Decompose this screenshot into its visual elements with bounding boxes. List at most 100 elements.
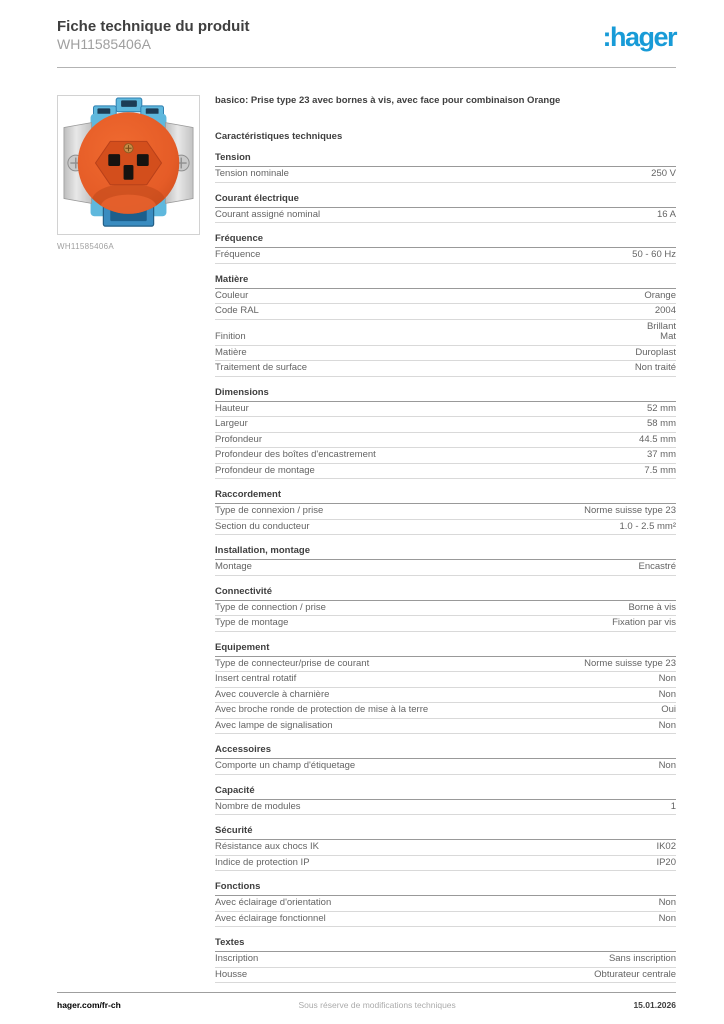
product-code: WH11585406A — [57, 36, 151, 52]
spec-row: Code RAL 2004 — [215, 304, 676, 320]
spec-value: Borne à vis — [628, 601, 676, 613]
footer-disclaimer: Sous réserve de modifications techniques — [298, 1000, 456, 1010]
spec-label: Largeur — [215, 418, 248, 429]
spec-value: 50 - 60 Hz — [632, 249, 676, 260]
spec-row: Inscription Sans inscription — [215, 952, 676, 968]
spec-value: 52 mm — [646, 402, 676, 414]
spec-value: 58 mm — [646, 418, 676, 429]
spec-value: Non — [658, 760, 676, 771]
spec-label: Inscription — [215, 953, 259, 964]
spec-value: Orange — [644, 289, 676, 301]
spec-value: 250 V — [651, 168, 676, 179]
footer-divider — [57, 992, 676, 993]
characteristics-heading: Caractéristiques techniques — [215, 131, 343, 142]
spec-section-title: Fréquence — [215, 233, 676, 248]
header: Fiche technique du produit WH11585406A :… — [57, 17, 677, 53]
spec-value: Encastré — [638, 561, 677, 572]
spec-label: Hauteur — [215, 402, 249, 414]
spec-value: 1.0 - 2.5 mm² — [619, 520, 677, 532]
header-divider — [57, 67, 676, 68]
spec-row: Avec broche ronde de protection de mise … — [215, 703, 676, 719]
spec-row: Type de montage Fixation par vis — [215, 616, 676, 632]
spec-value: 7.5 mm — [644, 464, 676, 476]
footer-website-link[interactable]: hager.com/fr-ch — [57, 1000, 121, 1010]
spec-section: Installation, montage Montage Encastré — [215, 545, 676, 576]
spec-label: Traitement de surface — [215, 362, 308, 373]
spec-section: Courant électrique Courant assigné nomina… — [215, 193, 676, 223]
spec-value: Non — [658, 673, 676, 684]
spec-section: Equipement Type de connecteur/prise de co… — [215, 642, 676, 734]
spec-section: Connectivité Type de connection / prise Bo… — [215, 586, 676, 632]
spec-row: Avec éclairage fonctionnel Non — [215, 912, 676, 927]
spec-value: 44.5 mm — [639, 433, 676, 445]
spec-value: 37 mm — [646, 449, 676, 460]
spec-row: Finition Brillant Mat — [215, 320, 676, 346]
spec-section: Matière Couleur Orange Code RAL 2004 Finition… — [215, 274, 676, 377]
spec-row: Résistance aux chocs IK IK02 — [215, 840, 676, 856]
spec-column: basico: Prise type 23 avec bornes à vis,… — [215, 95, 676, 983]
spec-section: Fréquence Fréquence 50 - 60 Hz — [215, 233, 676, 264]
spec-value: Non — [658, 912, 676, 924]
spec-value: IP20 — [656, 856, 676, 868]
image-caption: WH11585406A — [57, 242, 114, 251]
spec-section-title: Installation, montage — [215, 545, 676, 560]
spec-row: Type de connecteur/prise de courant Norme… — [215, 657, 676, 672]
spec-row: Largeur 58 mm — [215, 417, 676, 433]
spec-row: Profondeur des boîtes d'encastrement 37 m… — [215, 448, 676, 464]
spec-value: 2004 — [654, 305, 676, 316]
spec-label: Avec couvercle à charnière — [215, 688, 330, 700]
spec-row: Fréquence 50 - 60 Hz — [215, 248, 676, 264]
spec-label: Code RAL — [215, 305, 259, 316]
spec-value: Non traité — [634, 362, 676, 373]
spec-row: Insert central rotatif Non — [215, 672, 676, 688]
spec-label: Nombre de modules — [215, 800, 301, 812]
spec-section: Accessoires Comporte un champ d'étiquetag… — [215, 744, 676, 775]
spec-row: Nombre de modules 1 — [215, 800, 676, 815]
spec-section-title: Capacité — [215, 785, 676, 800]
spec-section: Sécurité Résistance aux chocs IK IK02 Indic… — [215, 825, 676, 871]
spec-label: Fréquence — [215, 249, 261, 260]
spec-label: Matière — [215, 346, 247, 358]
spec-label: Housse — [215, 968, 248, 980]
spec-section: Dimensions Hauteur 52 mm Largeur 58 mm Profon… — [215, 387, 676, 479]
hager-logo: :hager — [602, 22, 677, 52]
spec-row: Profondeur de montage 7.5 mm — [215, 464, 676, 479]
spec-section-title: Courant électrique — [215, 193, 676, 208]
product-description: basico: Prise type 23 avec bornes à vis,… — [215, 95, 561, 106]
spec-row: Comporte un champ d'étiquetage Non — [215, 759, 676, 775]
spec-row: Profondeur 44.5 mm — [215, 433, 676, 448]
spec-value: Fixation par vis — [612, 617, 676, 628]
spec-section: Tension Tension nominale 250 V — [215, 152, 676, 183]
spec-section-title: Matière — [215, 274, 676, 289]
spec-section-title: Dimensions — [215, 387, 676, 402]
spec-value: Norme suisse type 23 — [584, 505, 676, 516]
spec-row: Type de connexion / prise Norme suisse ty… — [215, 504, 676, 520]
spec-value: Obturateur centrale — [594, 968, 676, 980]
spec-row: Hauteur 52 mm — [215, 402, 676, 417]
spec-section-title: Textes — [215, 937, 676, 952]
spec-label: Comporte un champ d'étiquetage — [215, 760, 356, 771]
spec-label: Profondeur de montage — [215, 464, 315, 476]
spec-row: Couleur Orange — [215, 289, 676, 304]
spec-row: Traitement de surface Non traité — [215, 361, 676, 377]
spec-section-title: Fonctions — [215, 881, 676, 896]
spec-section-title: Connectivité — [215, 586, 676, 601]
spec-row: Matière Duroplast — [215, 346, 676, 361]
spec-label: Avec éclairage fonctionnel — [215, 912, 326, 924]
spec-value: Oui — [661, 704, 676, 715]
spec-label: Type de montage — [215, 617, 289, 628]
page-title: Fiche technique du produit — [57, 18, 250, 35]
spec-section-title: Raccordement — [215, 489, 676, 504]
spec-value: 16 A — [656, 208, 676, 220]
spec-label: Tension nominale — [215, 168, 289, 179]
spec-section-title: Accessoires — [215, 744, 676, 759]
spec-section: Fonctions Avec éclairage d'orientation Non… — [215, 881, 676, 927]
spec-row: Indice de protection IP IP20 — [215, 856, 676, 871]
spec-row: Section du conducteur 1.0 - 2.5 mm² — [215, 520, 677, 535]
spec-value: Non — [658, 719, 676, 731]
spec-label: Courant assigné nominal — [215, 208, 321, 220]
footer: hager.com/fr-ch Sous réserve de modifica… — [57, 1000, 676, 1010]
spec-label: Insert central rotatif — [215, 673, 297, 684]
spec-section: Textes Inscription Sans inscription Housse O… — [215, 937, 676, 983]
spec-label: Couleur — [215, 289, 249, 301]
